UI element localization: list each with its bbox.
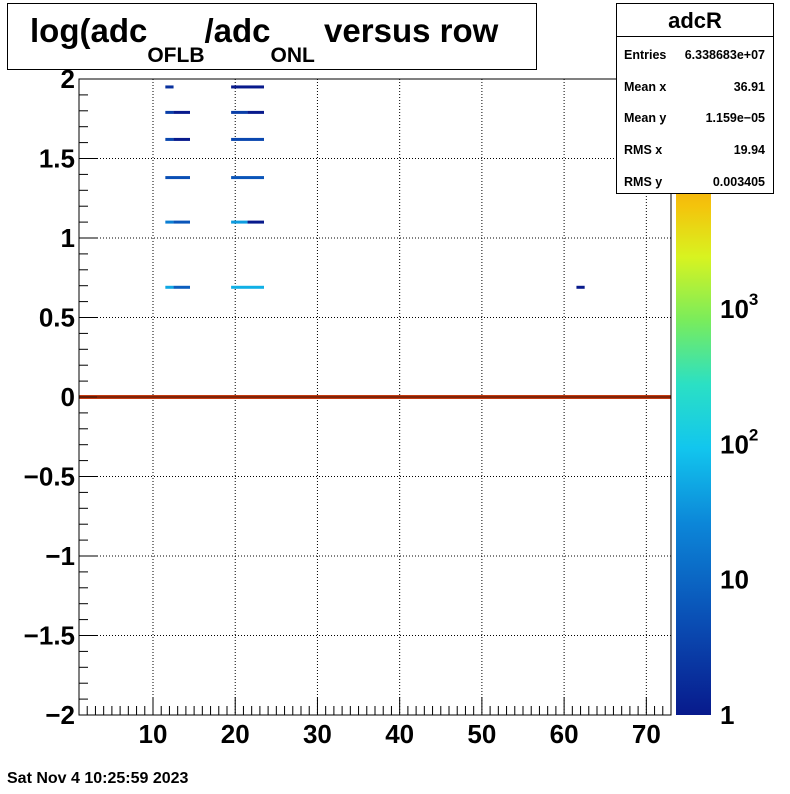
title-part-1: log(adc: [30, 12, 148, 49]
heatmap-cell: [165, 285, 174, 289]
heatmap-cell: [165, 110, 174, 114]
heatmap-cell: [173, 285, 190, 289]
heatmap-cell: [247, 110, 264, 114]
color-scale-tick-base: 10: [720, 429, 749, 459]
stats-row-mean-x: Mean x 36.91: [624, 80, 765, 100]
heatmap-cell: [231, 110, 248, 114]
y-tick-label: −0.5: [24, 462, 75, 492]
heatmap-cell: [231, 220, 248, 224]
y-tick-label: 1: [61, 223, 75, 253]
color-scale-tick-base: 10: [720, 294, 749, 324]
stats-row-entries: Entries 6.338683e+07: [624, 48, 765, 68]
y-tick-label: 0: [61, 382, 75, 412]
stats-row-rms-y: RMS y 0.003405: [624, 175, 765, 195]
stats-row-mean-y: Mean y 1.159e−05: [624, 111, 765, 131]
color-scale-labels: 110102103104: [720, 155, 759, 730]
heatmap-cell: [231, 285, 264, 289]
stats-value: 36.91: [733, 80, 765, 94]
y-tick-label: 2: [61, 64, 75, 94]
y-tick-label: 1.5: [39, 144, 75, 174]
stats-label: RMS y: [624, 175, 663, 189]
y-tick-label: −1: [45, 541, 75, 571]
heatmap-cell: [173, 110, 190, 114]
heatmap-cell: [165, 85, 174, 89]
x-tick-label: 10: [139, 719, 168, 749]
heatmap-cell: [231, 137, 264, 141]
color-scale-tick-label: 10: [720, 565, 749, 595]
heatmap-cell: [576, 285, 585, 289]
heatmap-cell: [165, 137, 174, 141]
heatmap-cell: [231, 85, 264, 89]
title-part-3: versus row: [314, 12, 499, 49]
stats-value: 1.159e−05: [705, 111, 765, 125]
stats-value: 6.338683e+07: [684, 48, 765, 62]
stats-label: Mean x: [624, 80, 667, 94]
x-tick-label: 50: [467, 719, 496, 749]
y-tick-label: 0.5: [39, 303, 75, 333]
color-scale-tick-label: 1: [720, 700, 734, 730]
x-tick-label: 30: [303, 719, 332, 749]
stats-label: Mean y: [624, 111, 667, 125]
color-scale-tick-exponent: 3: [749, 290, 758, 309]
stats-box: adcR Entries 6.338683e+07 Mean x 36.91 M…: [616, 3, 774, 194]
heatmap-cell: [173, 220, 190, 224]
x-tick-label: 20: [221, 719, 250, 749]
color-scale-tick-label: 102: [720, 425, 758, 459]
cells-layer: [79, 85, 671, 399]
stats-label: Entries: [624, 48, 667, 62]
heatmap-cell: [231, 176, 264, 180]
title-sub-1: OFLB: [147, 44, 205, 67]
stats-histogram-name: adcR: [617, 6, 773, 37]
color-scale-tick-exponent: 2: [749, 425, 758, 444]
heatmap-cell: [165, 176, 190, 180]
x-tick-label: 40: [385, 719, 414, 749]
title-box: log(adcOFLB/adcONL versus row: [7, 3, 537, 70]
x-tick-label: 70: [632, 719, 661, 749]
stats-value: 0.003405: [712, 175, 765, 189]
ticks-layer: [78, 78, 672, 716]
labels-layer: 10 20 30 40 50 60 70 −2 −1.5 −1 −0.5 0 0.5 1 1.5 2: [24, 64, 661, 749]
datestamp: Sat Nov 4 10:25:59 2023: [7, 770, 189, 787]
y-tick-label: −1.5: [24, 621, 75, 651]
x-tick-label: 60: [550, 719, 579, 749]
title-sub-2: ONL: [270, 44, 315, 67]
color-scale-tick-label: 103: [720, 290, 758, 324]
y-tick-label: −2: [45, 700, 75, 730]
heatmap-cell: [173, 137, 190, 141]
heatmap-cell: [247, 220, 264, 224]
heatmap-cell: [165, 220, 174, 224]
stats-label: RMS x: [624, 143, 663, 157]
plot-title: log(adcOFLB/adcONL versus row: [30, 12, 498, 68]
stats-value: 19.94: [733, 143, 765, 157]
title-part-2: /adc: [204, 12, 271, 49]
stats-row-rms-x: RMS x 19.94: [624, 143, 765, 163]
